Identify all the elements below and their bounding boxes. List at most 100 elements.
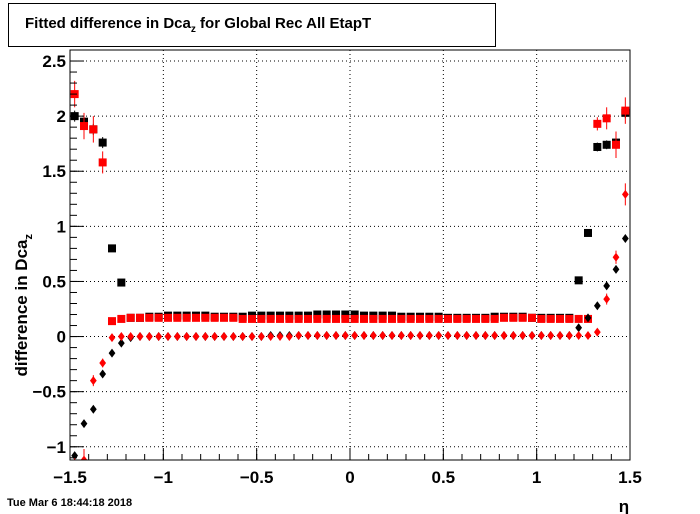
y-tick-label: 2 <box>57 107 66 126</box>
diamond-marker <box>407 330 415 340</box>
square-marker <box>98 138 107 147</box>
diamond-marker <box>435 330 443 340</box>
square-marker <box>574 276 583 285</box>
diamond-marker <box>612 264 620 274</box>
diamond-marker <box>603 294 611 304</box>
square-marker <box>98 158 107 167</box>
square-marker <box>322 314 331 323</box>
x-tick-label: −1.5 <box>53 468 87 487</box>
diamond-marker <box>621 189 629 199</box>
diamond-marker <box>453 330 461 340</box>
square-marker <box>220 313 228 322</box>
square-marker <box>518 313 527 322</box>
diamond-marker <box>379 330 387 340</box>
y-tick-label: −1 <box>47 438 66 457</box>
diamond-marker <box>313 330 321 340</box>
diamond-marker <box>351 330 359 340</box>
diamond-marker <box>323 330 331 340</box>
square-marker <box>434 314 443 323</box>
diamond-marker <box>612 252 620 262</box>
diamond-marker <box>164 332 172 342</box>
diamond-marker <box>621 233 629 243</box>
square-marker <box>164 313 172 322</box>
diamond-marker <box>89 404 97 414</box>
square-marker <box>276 314 284 323</box>
y-tick-label: 2.5 <box>42 52 66 71</box>
square-marker <box>528 313 536 322</box>
chart-title-main: Fitted difference in Dca <box>25 15 191 32</box>
diamond-marker <box>593 301 601 311</box>
square-marker <box>406 314 415 323</box>
diamond-marker <box>603 281 611 291</box>
square-marker <box>145 313 154 322</box>
square-marker <box>602 114 611 123</box>
square-marker <box>332 314 340 323</box>
diamond-marker <box>229 332 237 342</box>
diamond-marker <box>248 332 256 342</box>
square-marker <box>612 140 620 149</box>
x-tick-label: 0.5 <box>432 468 456 487</box>
diamond-marker <box>136 332 144 342</box>
square-marker <box>238 314 247 323</box>
square-marker <box>332 310 340 319</box>
square-marker <box>154 313 163 322</box>
square-marker <box>593 142 602 151</box>
diamond-marker <box>173 332 181 342</box>
diamond-marker <box>117 332 125 342</box>
y-tick-label: 1 <box>57 217 66 236</box>
square-marker <box>313 310 322 319</box>
diamond-marker <box>220 332 228 342</box>
diamond-marker <box>267 332 275 342</box>
x-tick-label: 0 <box>345 468 354 487</box>
square-marker <box>546 314 555 323</box>
diamond-marker <box>332 330 340 340</box>
diamond-marker <box>472 330 480 340</box>
x-tick-label: −0.5 <box>240 468 274 487</box>
diamond-marker <box>537 330 545 340</box>
diamond-marker <box>80 419 88 429</box>
square-marker <box>556 314 564 323</box>
square-marker <box>192 313 200 322</box>
diamond-marker <box>99 369 107 379</box>
square-marker <box>444 314 452 323</box>
square-marker <box>341 310 350 319</box>
square-marker <box>285 314 294 323</box>
chart-title-suffix: for Global Rec All EtapT <box>195 15 372 32</box>
square-marker <box>182 313 191 322</box>
diamond-marker <box>239 332 247 342</box>
chart-title-subscript: z <box>190 24 196 35</box>
diamond-marker <box>444 330 452 340</box>
square-marker <box>80 122 88 131</box>
square-marker <box>500 313 508 322</box>
square-marker <box>397 314 406 323</box>
diamond-marker <box>155 332 163 342</box>
x-tick-label: 1.5 <box>618 468 642 487</box>
diamond-marker <box>388 330 396 340</box>
diamond-marker <box>192 332 200 342</box>
square-marker <box>350 314 359 323</box>
diamond-marker <box>295 330 303 340</box>
square-marker <box>304 314 312 323</box>
diamond-marker <box>556 330 564 340</box>
square-marker <box>584 228 592 237</box>
square-marker <box>210 313 219 322</box>
diamond-marker <box>108 348 116 358</box>
square-marker <box>565 314 574 323</box>
diamond-marker <box>117 338 125 348</box>
square-marker <box>378 314 387 323</box>
square-marker <box>593 119 602 128</box>
y-tick-label: −0.5 <box>32 383 66 402</box>
square-marker <box>266 314 275 323</box>
diamond-marker <box>108 333 116 343</box>
title-box: Fitted difference in Dcaz for Global Rec… <box>8 3 496 47</box>
y-axis-title-main: difference in Dca <box>12 239 31 377</box>
square-marker <box>108 317 116 326</box>
diamond-marker <box>276 332 284 342</box>
diamond-marker <box>285 332 293 342</box>
square-marker <box>294 314 303 323</box>
square-marker <box>388 314 396 323</box>
axis-ticks <box>69 60 631 460</box>
square-marker <box>453 314 462 323</box>
square-marker <box>462 314 471 323</box>
square-marker <box>201 313 210 322</box>
